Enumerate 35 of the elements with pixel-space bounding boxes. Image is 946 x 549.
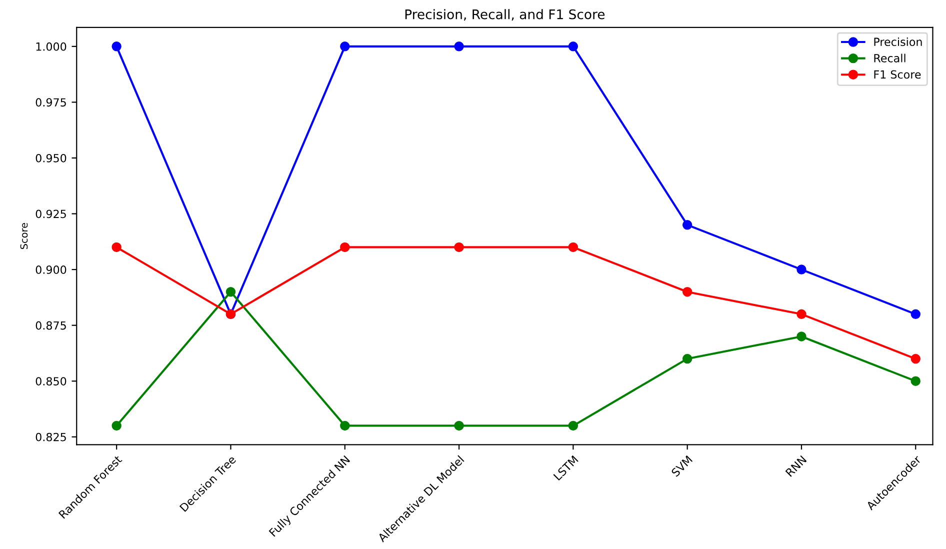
- y-tick-label: 0.825: [36, 432, 66, 442]
- y-axis-title: Score: [20, 222, 28, 250]
- point: [568, 42, 578, 52]
- point: [112, 420, 122, 431]
- point: [226, 286, 236, 297]
- point: [910, 354, 920, 364]
- legend-label: Precision: [874, 37, 922, 46]
- point: [682, 220, 692, 230]
- y-tick-label: 1.000: [36, 42, 66, 51]
- point: [340, 420, 350, 431]
- y-tick-label: 0.975: [36, 98, 66, 107]
- point: [796, 264, 806, 274]
- legend-label: Recall: [874, 54, 906, 62]
- legend-label: F1 Score: [874, 70, 921, 79]
- y-tick-label: 0.950: [36, 154, 66, 162]
- y-tick-label: 0.925: [36, 210, 66, 218]
- point: [568, 242, 578, 252]
- point: [796, 309, 806, 320]
- point: [682, 354, 692, 364]
- y-tick-label: 0.875: [36, 321, 66, 330]
- point: [910, 376, 920, 386]
- point: [910, 309, 920, 320]
- point: [568, 420, 578, 431]
- point: [454, 420, 464, 431]
- point: [454, 242, 464, 252]
- point: [112, 242, 122, 252]
- point: [340, 242, 350, 252]
- chart-title: Precision, Recall, and F1 Score: [405, 9, 605, 21]
- y-tick-label: 0.900: [36, 266, 66, 274]
- y-tick-label: 0.850: [36, 377, 66, 386]
- point: [112, 42, 122, 52]
- point: [682, 286, 692, 297]
- point: [454, 42, 464, 52]
- point: [796, 332, 806, 342]
- point: [340, 42, 350, 52]
